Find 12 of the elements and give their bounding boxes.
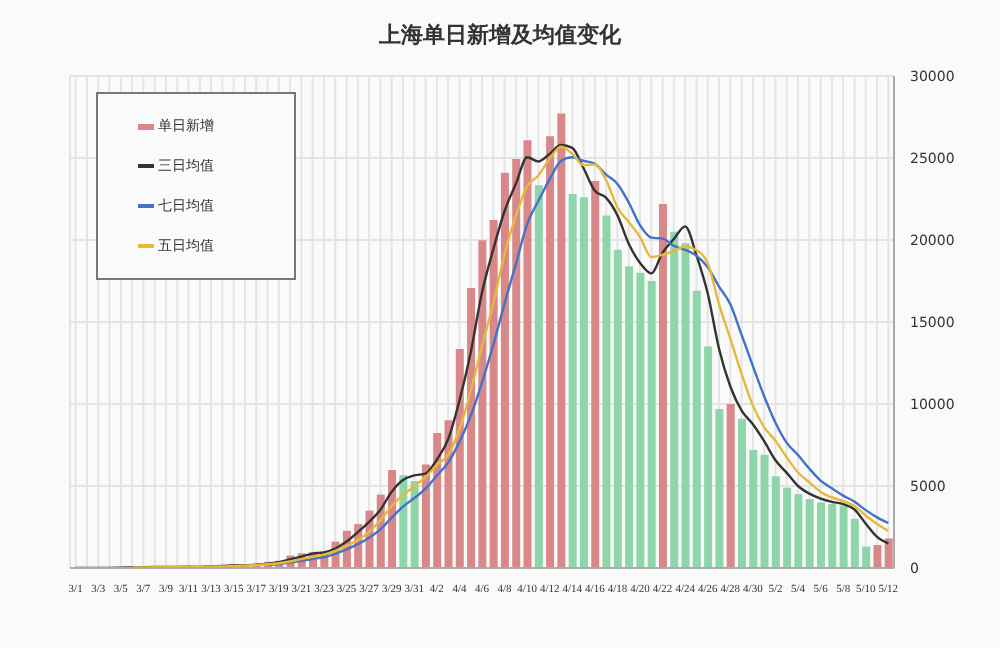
bar: [726, 404, 735, 568]
bar: [647, 281, 656, 568]
bar: [410, 481, 419, 568]
bar: [884, 538, 893, 568]
line-series: [266, 156, 890, 567]
bar: [523, 140, 532, 568]
bar: [534, 185, 543, 568]
chart-title: 上海单日新增及均值变化: [377, 20, 623, 50]
bar: [670, 231, 679, 568]
bar: [873, 545, 882, 568]
bar: [658, 203, 667, 568]
bar: [591, 180, 600, 568]
